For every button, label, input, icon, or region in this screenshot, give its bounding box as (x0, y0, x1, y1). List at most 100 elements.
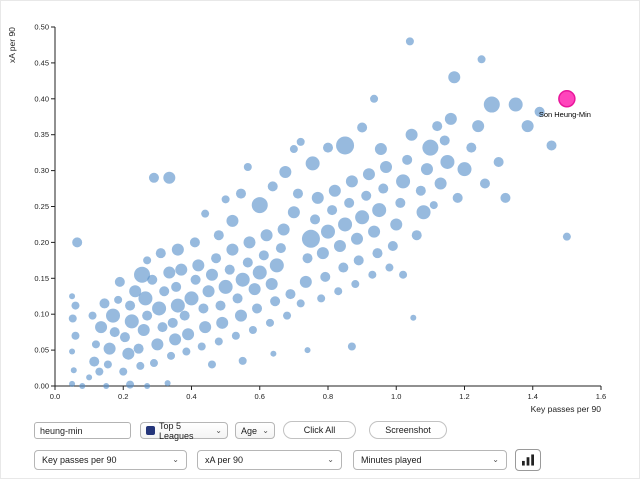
scatter-point[interactable] (316, 247, 329, 260)
scatter-point[interactable] (103, 360, 112, 369)
scatter-point[interactable] (368, 270, 377, 279)
scatter-point[interactable] (151, 338, 164, 351)
scatter-point[interactable] (95, 321, 108, 334)
scatter-point[interactable] (333, 239, 346, 252)
scatter-point[interactable] (164, 380, 171, 387)
scatter-point[interactable] (270, 296, 281, 307)
scatter-point[interactable] (328, 184, 341, 197)
player-search-input[interactable] (34, 422, 131, 439)
scatter-point[interactable] (396, 174, 411, 189)
scatter-point[interactable] (109, 327, 120, 338)
scatter-point[interactable] (416, 205, 431, 220)
scatter-point[interactable] (221, 195, 230, 204)
scatter-point[interactable] (387, 240, 398, 251)
scatter-point[interactable] (521, 120, 534, 133)
scatter-point[interactable] (226, 214, 239, 227)
scatter-point[interactable] (265, 318, 274, 327)
scatter-point[interactable] (138, 291, 153, 306)
scatter-point[interactable] (148, 172, 159, 183)
scatter-point[interactable] (362, 168, 375, 181)
scatter-point[interactable] (248, 283, 261, 296)
scatter-point[interactable] (159, 286, 170, 297)
scatter-point[interactable] (201, 209, 210, 218)
scatter-point[interactable] (317, 294, 326, 303)
scatter-point[interactable] (269, 258, 284, 273)
scatter-point[interactable] (472, 120, 485, 133)
scatter-point[interactable] (301, 229, 320, 248)
scatter-point[interactable] (351, 280, 360, 289)
scatter-point[interactable] (167, 317, 178, 328)
scatter-point[interactable] (285, 289, 296, 300)
scatter-point[interactable] (79, 383, 86, 389)
scatter-point[interactable] (334, 287, 343, 296)
scatter-point[interactable] (215, 300, 226, 311)
scatter-point[interactable] (402, 154, 413, 165)
scatter-point[interactable] (270, 350, 277, 357)
scatter-point[interactable] (232, 293, 243, 304)
scatter-point[interactable] (347, 342, 356, 351)
scatter-point[interactable] (351, 232, 364, 245)
scatter-point[interactable] (252, 265, 267, 280)
scatter-point[interactable] (444, 112, 457, 125)
scatter-point[interactable] (448, 71, 461, 84)
scatter-point[interactable] (534, 106, 545, 117)
scatter-point[interactable] (390, 218, 403, 231)
scatter-point[interactable] (279, 166, 292, 179)
scatter-point[interactable] (119, 332, 130, 343)
scatter-point[interactable] (374, 143, 387, 156)
scatter-point[interactable] (175, 263, 188, 276)
y-metric-select[interactable]: xA per 90 ⌄ (197, 450, 342, 470)
scatter-point[interactable] (258, 250, 269, 261)
scatter-point[interactable] (395, 197, 406, 208)
scatter-point[interactable] (267, 181, 278, 192)
scatter-point[interactable] (311, 191, 324, 204)
scatter-point[interactable] (182, 328, 195, 341)
scatter-point[interactable] (214, 337, 223, 346)
scatter-point[interactable] (292, 188, 303, 199)
scatter-point[interactable] (323, 142, 333, 153)
scatter-point[interactable] (95, 367, 104, 376)
scatter-point[interactable] (260, 229, 273, 242)
scatter-point[interactable] (265, 278, 278, 291)
scatter-point[interactable] (353, 255, 364, 266)
screenshot-button[interactable]: Screenshot (369, 421, 447, 439)
scatter-point[interactable] (562, 232, 571, 241)
scatter-point[interactable] (439, 135, 450, 146)
scatter-point[interactable] (479, 178, 490, 189)
scatter-point[interactable] (372, 203, 387, 218)
scatter-point[interactable] (213, 230, 224, 241)
scatter-point[interactable] (69, 293, 76, 300)
scatter-point[interactable] (202, 285, 215, 298)
scatter-point[interactable] (415, 185, 426, 196)
scatter-point[interactable] (234, 309, 247, 322)
scatter-point[interactable] (171, 243, 184, 256)
scatter-point[interactable] (122, 347, 135, 360)
scatter-point[interactable] (224, 264, 235, 275)
scatter-point[interactable] (466, 142, 477, 153)
scatter-point[interactable] (289, 145, 298, 154)
scatter-point[interactable] (251, 197, 268, 214)
chart-view-button[interactable] (515, 449, 541, 471)
scatter-point[interactable] (167, 351, 176, 360)
scatter-point[interactable] (129, 285, 142, 298)
scatter-point[interactable] (243, 163, 252, 172)
scatter-point[interactable] (137, 323, 150, 336)
scatter-point[interactable] (248, 325, 257, 334)
scatter-point[interactable] (72, 237, 83, 248)
scatter-point[interactable] (169, 333, 182, 346)
scatter-point[interactable] (432, 121, 443, 132)
scatter-point[interactable] (320, 271, 331, 282)
scatter-point[interactable] (231, 331, 240, 340)
scatter-point[interactable] (197, 342, 206, 351)
scatter-point[interactable] (68, 314, 77, 323)
scatter-point[interactable] (380, 161, 393, 174)
scatter-point[interactable] (133, 343, 144, 354)
scatter-point[interactable] (192, 259, 205, 272)
scatter-point[interactable] (171, 281, 182, 292)
scatter-point[interactable] (69, 380, 76, 387)
scatter-point[interactable] (405, 37, 414, 46)
scatter-point[interactable] (125, 300, 136, 311)
scatter-point[interactable] (252, 303, 263, 314)
scatter-point[interactable] (103, 342, 116, 355)
scatter-point[interactable] (144, 383, 151, 389)
